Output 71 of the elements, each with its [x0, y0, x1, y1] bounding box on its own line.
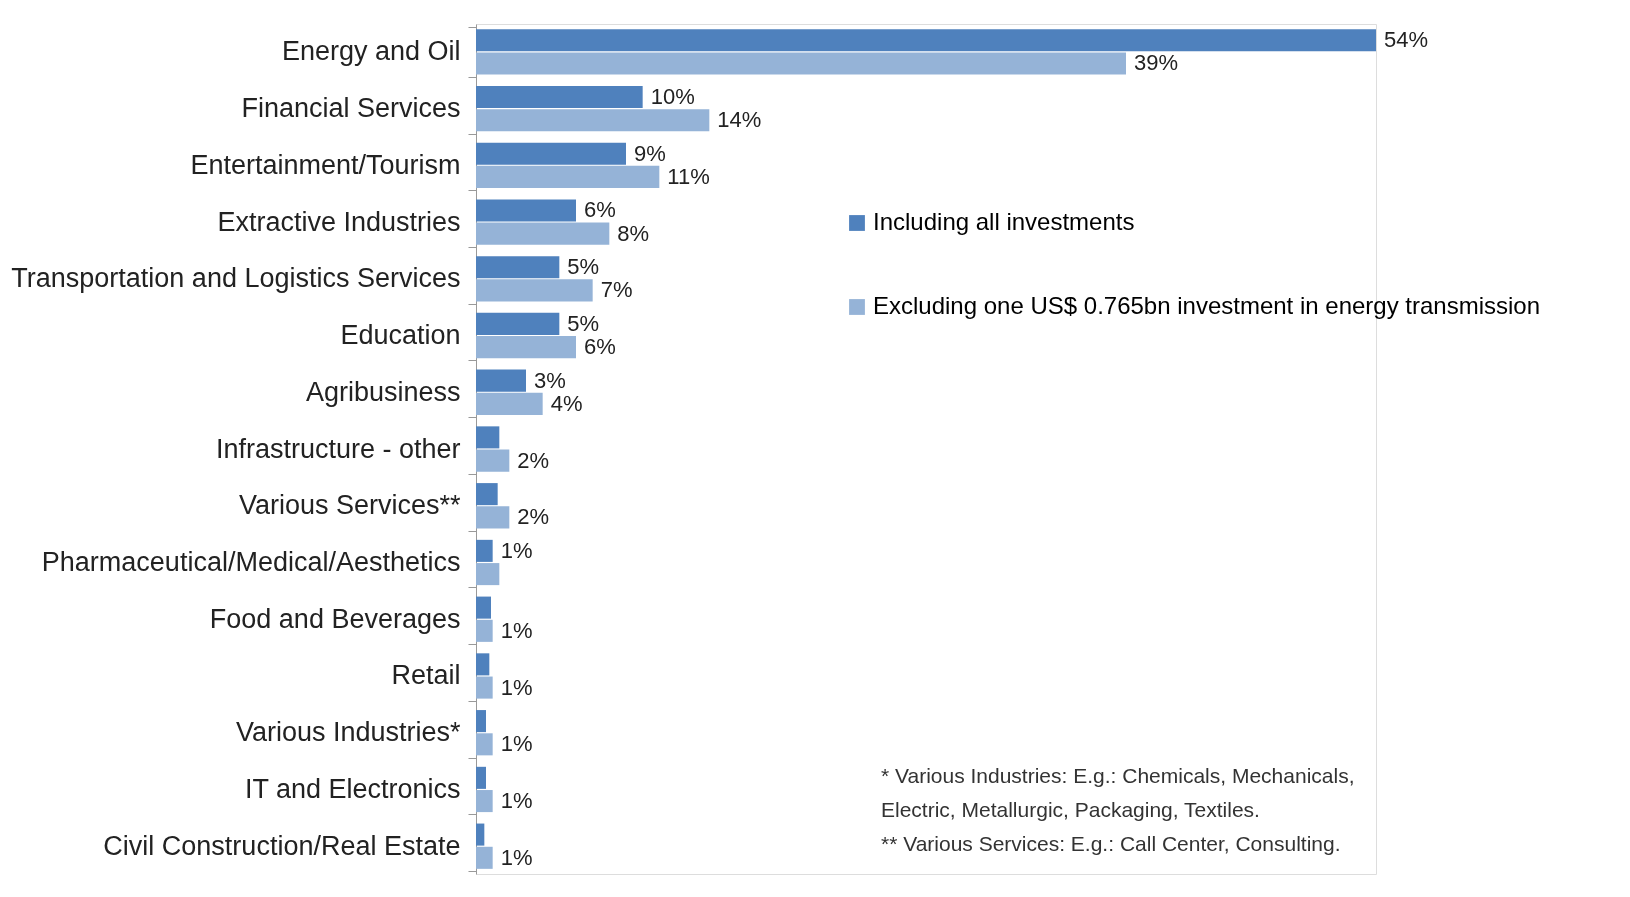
bar [476, 369, 526, 392]
bar [476, 449, 510, 472]
annotation: ** Various Services: E.g.: Call Center, Consulting. [881, 832, 1341, 855]
data-label: 6% [584, 334, 616, 360]
data-label: 6% [584, 197, 616, 223]
y-tick-label: Extractive Industries [217, 206, 461, 237]
data-label: 54% [1384, 27, 1429, 53]
bar [476, 222, 610, 245]
y-tick-label: Entertainment/Tourism [190, 149, 461, 180]
bar [476, 790, 493, 813]
data-label: 4% [550, 390, 583, 416]
y-tick-label: Food and Beverages [209, 603, 461, 634]
bar [476, 563, 500, 586]
bar [476, 85, 643, 108]
bar [476, 279, 593, 302]
data-label: 9% [634, 140, 666, 166]
bar [476, 29, 1376, 52]
data-label: 3% [534, 367, 566, 393]
bar [476, 165, 660, 188]
bar [476, 539, 493, 562]
data-label: 11% [667, 163, 710, 189]
data-label: 1% [500, 844, 533, 870]
data-label: 5% [567, 254, 600, 280]
data-label: 39% [1134, 50, 1179, 76]
bar [476, 846, 493, 869]
data-label: 8% [617, 220, 650, 246]
y-tick-label: Agribusiness [305, 376, 461, 407]
y-tick-label: Civil Construction/Real Estate [103, 830, 461, 861]
bar [476, 52, 1126, 75]
bar [476, 199, 576, 222]
data-label: 5% [567, 310, 600, 336]
bar [476, 109, 710, 132]
y-tick-label: Pharmaceutical/Medical/Aesthetics [41, 546, 461, 577]
y-tick-label: Financial Services [241, 93, 461, 124]
y-tick-label: Various Services** [238, 490, 461, 521]
y-tick-label: IT and Electronics [244, 773, 461, 804]
bar [476, 142, 626, 165]
data-label: 1% [500, 617, 533, 643]
y-tick-label: Infrastructure - other [215, 433, 461, 464]
data-label: 1% [500, 788, 533, 814]
bar [476, 426, 500, 449]
data-label: 14% [717, 107, 762, 133]
data-label: 1% [500, 674, 533, 700]
bar [476, 823, 485, 846]
bar [476, 653, 490, 676]
data-label: 1% [500, 537, 533, 563]
bar [476, 256, 560, 279]
legend-label: Including all investments [873, 208, 1135, 235]
legend-label: Excluding one US$ 0.765bn investment in energy transmission [873, 292, 1541, 319]
data-label: 10% [650, 83, 695, 109]
data-label: 2% [517, 504, 550, 530]
bar [476, 506, 510, 529]
y-tick-label: Various Industries* [235, 717, 461, 748]
bar [476, 483, 498, 506]
y-tick-label: Education [340, 320, 461, 351]
y-tick-label: Energy and Oil [281, 36, 461, 67]
bar [476, 392, 543, 415]
data-label: 7% [600, 277, 633, 303]
y-tick-label: Transportation and Logistics Services [11, 263, 461, 294]
bar [476, 619, 493, 642]
bar [476, 710, 486, 733]
bar [476, 312, 560, 335]
bar [476, 733, 493, 756]
y-tick-label: Retail [391, 660, 461, 691]
data-label: 1% [500, 731, 533, 757]
bar [476, 336, 576, 359]
bar [476, 676, 493, 699]
annotation: * Various Industries: E.g.: Chemicals, Mechanicals, Electric, Metallurgic, Packaging, Textiles. [881, 764, 1355, 821]
bar [476, 766, 486, 789]
data-label: 2% [517, 447, 550, 473]
bar [476, 596, 491, 619]
